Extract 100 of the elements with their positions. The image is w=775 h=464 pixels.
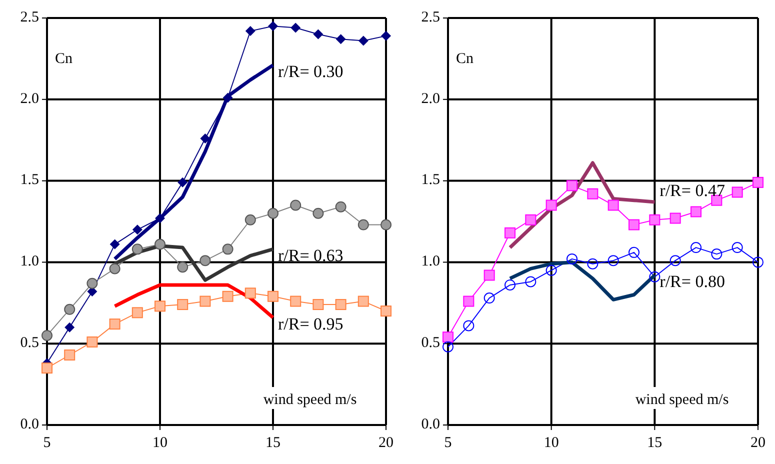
point [463,296,474,307]
y-tick-label: 2.5 [20,9,39,26]
point [381,30,391,41]
point [628,246,640,258]
point [335,201,346,212]
point [484,292,495,304]
point [566,180,578,192]
y-tick-label: 1.5 [20,172,39,188]
point [109,318,120,330]
point [222,244,234,255]
point [290,296,302,307]
point [312,208,324,219]
point [649,271,660,282]
point [177,262,188,273]
y-axis-title: Cn [55,51,74,67]
point [358,36,368,46]
x-tick-label: 20 [750,435,766,451]
point [200,255,211,266]
point [290,200,302,211]
point [244,214,256,226]
series-label: r/R= 0.63 [278,246,344,266]
y-tick-label: 0.5 [20,335,39,352]
point [504,227,516,238]
point [132,307,143,318]
point [155,213,165,224]
point [587,258,598,270]
point [752,176,764,188]
y-tick-label: 0.0 [421,416,440,432]
point [442,341,454,352]
point [109,263,120,274]
line-series [508,161,656,250]
point [608,200,619,211]
point [222,92,233,103]
point [608,255,619,266]
y-tick-label: 0.5 [421,335,440,352]
point [649,214,660,226]
point [86,278,98,289]
point [566,253,578,264]
point [380,219,392,230]
point [312,299,324,310]
y-tick-label: 1.0 [20,254,39,270]
point [64,304,76,315]
x-axis-title: wind speed m/s [635,392,729,408]
point [222,290,234,302]
x-tick-label: 10 [544,435,559,451]
point [670,212,681,224]
point [64,322,75,332]
point [268,21,278,32]
y-tick-label: 1.0 [421,254,440,270]
point [64,349,76,360]
point [313,29,324,40]
point [132,224,142,235]
line-series [113,63,275,261]
point [546,200,557,211]
point [752,256,764,268]
point [358,296,369,307]
y-axis-title: Cn [456,51,474,67]
point [690,206,702,218]
x-axis-title: wind speed m/s [263,392,357,408]
point [268,208,278,219]
y-tick-label: 1.5 [421,172,440,188]
series-label: r/R= 0.47 [660,180,726,200]
point [525,214,536,226]
point [484,270,495,281]
point [380,306,392,317]
point [110,239,120,250]
point [504,279,516,290]
point [358,219,369,230]
point [290,22,301,33]
point [177,299,188,310]
series-label: r/R= 0.95 [278,314,344,334]
point [628,219,640,230]
point [268,290,278,302]
x-tick-label: 15 [647,435,662,451]
y-tick-label: 2.5 [421,9,440,26]
point [86,336,98,348]
point [732,186,743,198]
point [178,177,188,188]
point [132,244,143,255]
point [200,296,211,307]
point [546,264,557,276]
point [154,238,166,250]
x-tick-label: 5 [43,435,51,451]
point [244,288,256,299]
point [525,276,536,288]
point [335,299,346,310]
point [670,255,681,266]
point [42,330,52,341]
series-label: r/R= 0.30 [278,62,344,82]
point [245,26,256,36]
point [442,332,454,343]
point [587,188,598,200]
point [711,248,722,260]
point [154,300,166,312]
point [42,362,52,374]
y-tick-label: 2.0 [421,90,440,107]
point [200,133,210,144]
y-tick-label: 2.0 [20,90,39,107]
y-tick-label: 0.0 [20,416,39,432]
series-label: r/R= 0.80 [660,272,725,292]
